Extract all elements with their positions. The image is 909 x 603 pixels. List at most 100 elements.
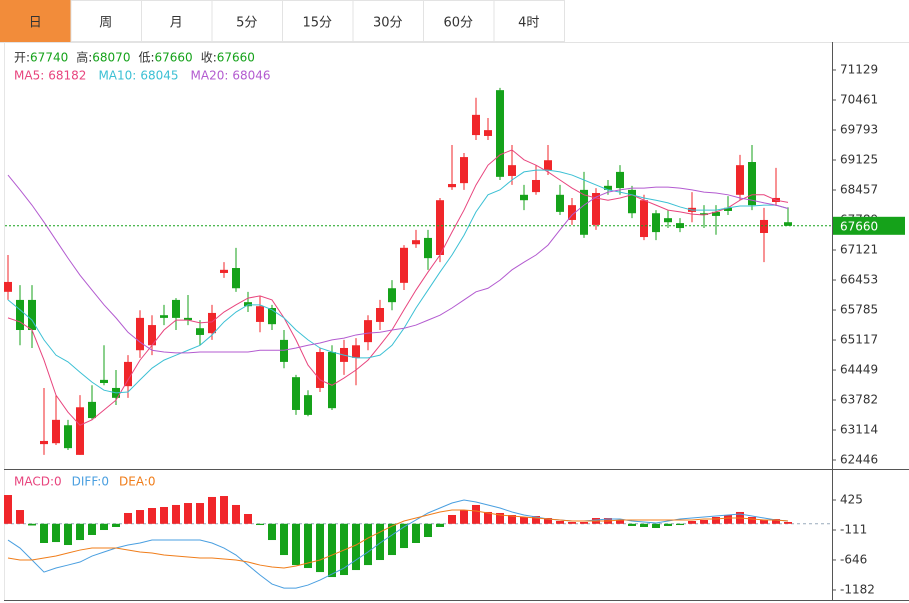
macd-bar bbox=[376, 523, 384, 561]
candle-body bbox=[220, 269, 228, 273]
macd-bar bbox=[448, 515, 456, 524]
tab-label[interactable]: 4时 bbox=[518, 16, 539, 31]
tab[interactable]: 日 bbox=[0, 0, 72, 42]
y-tick-label: 62446 bbox=[840, 453, 878, 467]
ma-line bbox=[7, 149, 789, 426]
tab-label[interactable]: 30分 bbox=[373, 16, 403, 31]
legend-name: MACD: bbox=[14, 475, 54, 489]
y-tick-label: 64449 bbox=[840, 363, 878, 377]
macd-bar bbox=[484, 511, 492, 524]
candle-body bbox=[196, 328, 204, 335]
candle-body bbox=[232, 268, 240, 289]
ma-line bbox=[7, 174, 789, 354]
candle-body bbox=[736, 165, 744, 195]
tab-label[interactable]: 日 bbox=[29, 16, 42, 31]
tab-box[interactable] bbox=[493, 0, 565, 42]
tab[interactable]: 5分 bbox=[211, 0, 283, 42]
tab[interactable]: 周 bbox=[70, 0, 142, 42]
macd-bar bbox=[688, 520, 696, 524]
candle-body bbox=[208, 312, 216, 334]
tab-box[interactable] bbox=[352, 0, 424, 42]
tab-label[interactable]: 15分 bbox=[302, 16, 332, 31]
macd-bar bbox=[556, 520, 564, 524]
macd-bar bbox=[40, 523, 48, 543]
candle-body bbox=[124, 361, 132, 387]
candle-body bbox=[268, 308, 276, 325]
macd-bar bbox=[4, 495, 12, 524]
tab-label[interactable]: 月 bbox=[170, 16, 183, 31]
candle-body bbox=[388, 288, 396, 303]
macd-bar bbox=[772, 519, 780, 524]
candle-body bbox=[748, 162, 756, 206]
macd-bar bbox=[220, 496, 228, 524]
macd-bar bbox=[568, 522, 576, 524]
tab-label[interactable]: 60分 bbox=[443, 16, 473, 31]
candle-body bbox=[352, 345, 360, 358]
y-tick-label: -111 bbox=[840, 523, 867, 537]
candle-body bbox=[256, 306, 264, 322]
macd-bar bbox=[700, 519, 708, 524]
tab[interactable]: 60分 bbox=[423, 0, 495, 42]
macd-bar bbox=[172, 504, 180, 524]
candle-body bbox=[724, 207, 732, 211]
candle-body bbox=[184, 317, 192, 321]
macd-bar bbox=[196, 503, 204, 524]
macd-bar bbox=[76, 523, 84, 541]
candle-body bbox=[628, 189, 636, 214]
candle-body bbox=[76, 407, 84, 455]
y-tick-label: 425 bbox=[840, 492, 863, 506]
legend-value: 68182 bbox=[48, 69, 86, 83]
tab-label[interactable]: 周 bbox=[99, 16, 112, 31]
legend-name: DEA: bbox=[119, 475, 148, 489]
macd-line bbox=[7, 499, 789, 589]
candle-body bbox=[64, 425, 72, 449]
candle-body bbox=[16, 299, 24, 331]
y-tick-label: 71129 bbox=[840, 62, 878, 76]
legend-name: MA5: bbox=[14, 69, 44, 83]
candle-body bbox=[784, 222, 792, 226]
candle-body bbox=[640, 200, 648, 238]
tab[interactable]: 月 bbox=[141, 0, 213, 42]
macd-bar bbox=[316, 523, 324, 573]
macd-bar bbox=[472, 504, 480, 524]
tab-label[interactable]: 5分 bbox=[236, 16, 257, 31]
tab-box[interactable] bbox=[423, 0, 495, 42]
candle-body bbox=[508, 165, 516, 176]
macd-bar bbox=[520, 517, 528, 524]
macd-bar bbox=[16, 510, 24, 524]
tab[interactable]: 30分 bbox=[352, 0, 424, 42]
candle-body bbox=[304, 395, 312, 415]
macd-bar bbox=[544, 518, 552, 524]
candle-body bbox=[556, 194, 564, 212]
candle-body bbox=[4, 281, 12, 292]
macd-bar bbox=[748, 517, 756, 524]
candle-body bbox=[292, 377, 300, 410]
macd-bar bbox=[424, 523, 432, 538]
tab[interactable]: 15分 bbox=[282, 0, 354, 42]
macd-bar bbox=[304, 523, 312, 569]
tab-box[interactable] bbox=[0, 0, 72, 42]
tab-box[interactable] bbox=[70, 0, 142, 42]
y-tick-label: 69125 bbox=[840, 152, 878, 166]
candle-body bbox=[496, 90, 504, 177]
candle-body bbox=[532, 179, 540, 193]
macd-line bbox=[7, 509, 789, 569]
candle-body bbox=[244, 302, 252, 307]
macd-bar bbox=[328, 523, 336, 578]
macd-bar bbox=[64, 523, 72, 546]
candle-body bbox=[280, 339, 288, 362]
y-tick-label: 65785 bbox=[840, 303, 878, 317]
macd-bar bbox=[580, 522, 588, 524]
y-tick-label: -646 bbox=[840, 552, 867, 566]
candle-body bbox=[448, 184, 456, 188]
y-tick-label: 67121 bbox=[840, 243, 878, 257]
tab[interactable]: 4时 bbox=[493, 0, 565, 42]
candle-body bbox=[172, 299, 180, 318]
candle-body bbox=[316, 352, 324, 388]
legend-value: 68045 bbox=[140, 69, 178, 83]
legend-name: DIFF: bbox=[72, 475, 102, 489]
macd-bar bbox=[388, 523, 396, 556]
macd-bar bbox=[232, 504, 240, 524]
